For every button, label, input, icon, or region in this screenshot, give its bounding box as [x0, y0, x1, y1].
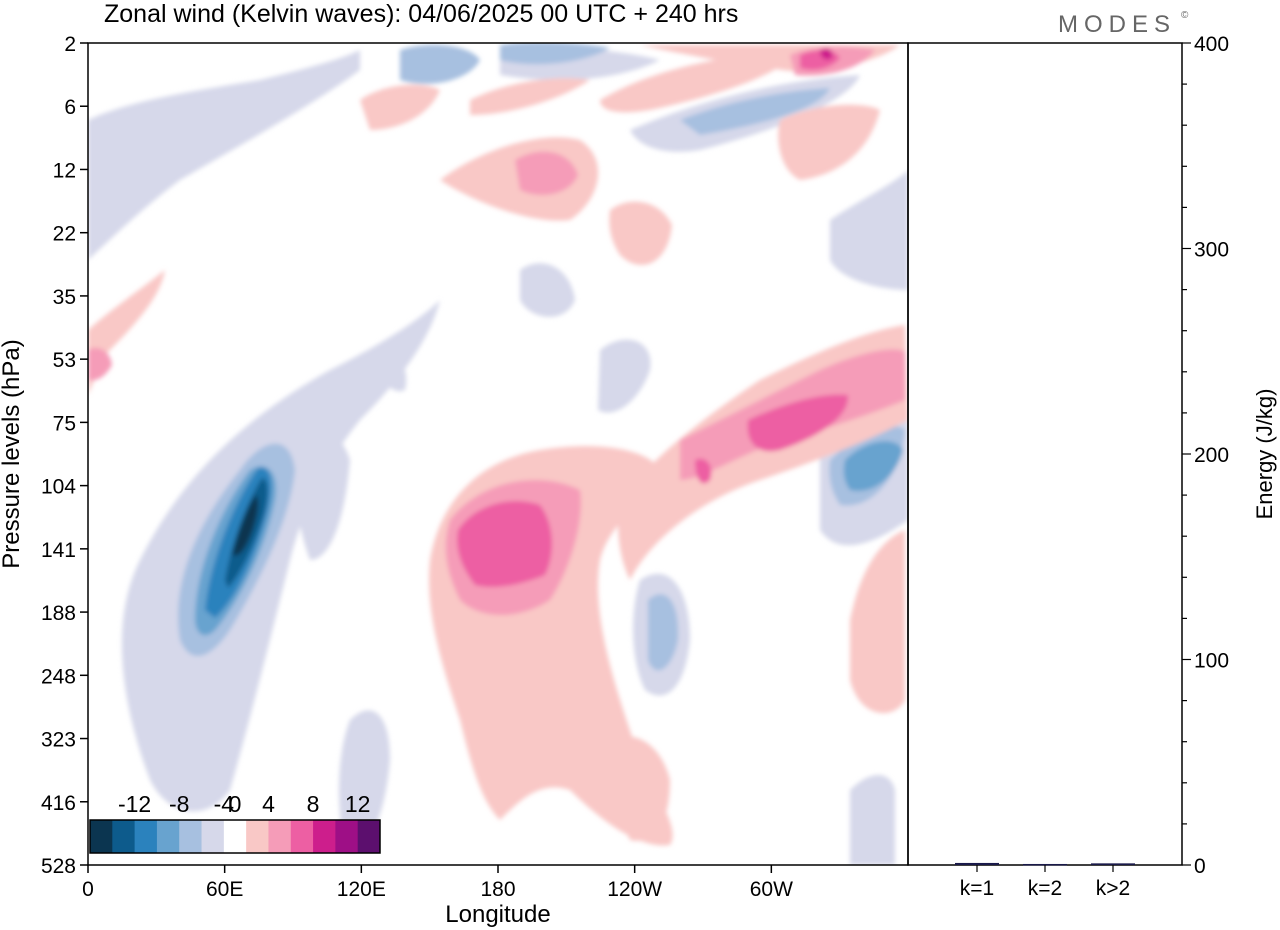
y-tick-label: 12 — [53, 159, 76, 182]
energy-tick-label: 100 — [1194, 650, 1229, 673]
contour-region — [850, 775, 895, 865]
energy-tick-label: 300 — [1194, 239, 1229, 262]
contour-region — [850, 530, 905, 714]
contour-region — [121, 300, 441, 812]
contour-layers — [88, 43, 908, 865]
contour-region — [843, 441, 903, 491]
contour-region — [600, 50, 800, 113]
energy-plot-frame — [907, 42, 1183, 866]
contour-region — [609, 201, 672, 265]
contour-region — [360, 84, 440, 130]
y-tick-label: 35 — [53, 286, 76, 309]
contour-region — [613, 736, 670, 841]
energy-axis-label: Energy (J/kg) — [1252, 389, 1277, 520]
y-tick-label: 53 — [53, 349, 76, 372]
contour-region — [500, 43, 610, 65]
contour-region — [568, 627, 609, 790]
colorbar-swatch — [179, 820, 203, 853]
y-tick-label: 104 — [41, 476, 76, 499]
longitude-axis: 0 60E 120E 180 120W 60W — [82, 865, 793, 901]
colorbar-frame — [89, 819, 381, 854]
colorbar-label: -8 — [169, 791, 189, 817]
y-axis-label: Pressure levels (hPa) — [0, 339, 25, 568]
colorbar-swatch — [246, 820, 269, 853]
colorbar-swatch — [335, 820, 359, 853]
y-tick-label: 141 — [41, 539, 76, 562]
colorbar-label: 8 — [307, 791, 320, 817]
contour-region — [88, 50, 360, 260]
contour-region — [695, 458, 712, 484]
contour-region — [648, 594, 679, 671]
colorbar-swatch — [313, 820, 336, 853]
y-tick-label: 248 — [41, 665, 76, 688]
colorbar-swatch — [134, 820, 158, 853]
colorbar-label: -4 — [214, 791, 235, 817]
logo-text: MODES — [1058, 11, 1176, 38]
contour-region — [294, 426, 350, 560]
y-tick-label: 22 — [53, 223, 76, 246]
x-tick-label: 180 — [480, 878, 515, 901]
contour-region — [88, 347, 112, 381]
energy-tick-label: 400 — [1194, 33, 1229, 56]
colorbar: -12 -8 -40 4 8 12 — [89, 791, 381, 854]
y-tick-label: 75 — [53, 412, 76, 435]
colorbar-label: 12 — [345, 791, 371, 817]
contour-region — [520, 263, 575, 317]
energy-tick-label: 0 — [1194, 855, 1206, 878]
colorbar-label: -12 — [118, 791, 151, 817]
energy-bar — [955, 862, 999, 865]
energy-category-label: k=1 — [960, 877, 994, 900]
colorbar-label: 4 — [262, 791, 275, 817]
x-tick-label: 60E — [206, 878, 243, 901]
y-tick-label: 323 — [41, 729, 76, 752]
contour-region — [470, 78, 590, 115]
colorbar-label: 0 — [229, 791, 242, 817]
contour-region — [830, 170, 908, 290]
contour-region — [232, 495, 259, 556]
colorbar-swatch — [357, 820, 381, 853]
energy-category-label: k>2 — [1096, 877, 1130, 900]
contour-region — [598, 339, 651, 413]
contour-region — [515, 151, 578, 195]
energy-category-label: k=2 — [1028, 877, 1062, 900]
modes-logo: MODES © — [1058, 10, 1189, 38]
contour-region — [820, 48, 833, 60]
logo-mark: © — [1181, 10, 1189, 21]
contour-region — [457, 501, 552, 587]
colorbar-swatch — [156, 820, 180, 853]
colorbar-swatch — [290, 820, 314, 853]
contour-region — [400, 44, 480, 84]
energy-tick-label: 200 — [1194, 444, 1229, 467]
colorbar-swatch — [112, 820, 136, 853]
colorbar-swatch — [268, 820, 292, 853]
contour-region — [380, 357, 407, 392]
y-tick-label: 6 — [64, 96, 76, 119]
x-tick-label: 60W — [750, 878, 793, 901]
energy-bar — [1091, 863, 1135, 865]
colorbar-swatch — [90, 820, 113, 853]
colorbar-swatch — [223, 820, 247, 853]
contour-region — [680, 88, 830, 135]
x-axis-label: Longitude — [445, 901, 550, 928]
pressure-axis: 2 6 12 22 35 53 75 104 141 188 248 323 416 528 — [41, 33, 88, 878]
x-tick-label: 120E — [337, 878, 386, 901]
hovmoller-field — [88, 43, 908, 865]
x-tick-label: 0 — [82, 878, 94, 901]
contour-region — [88, 270, 165, 395]
y-tick-label: 528 — [41, 855, 76, 878]
y-tick-label: 416 — [41, 792, 76, 815]
energy-bar — [1023, 863, 1067, 866]
colorbar-swatch — [201, 820, 225, 853]
chart-title: Zonal wind (Kelvin waves): 04/06/2025 00… — [104, 0, 738, 28]
energy-bars: k=1 k=2 k>2 — [955, 862, 1135, 900]
energy-axis: 0 100 200 300 400 — [1182, 33, 1229, 878]
y-tick-label: 2 — [64, 33, 76, 56]
contour-region — [778, 104, 880, 180]
contour-region — [338, 710, 390, 852]
contour-region — [747, 394, 849, 452]
y-tick-label: 188 — [41, 602, 76, 625]
x-tick-label: 120W — [607, 878, 662, 901]
